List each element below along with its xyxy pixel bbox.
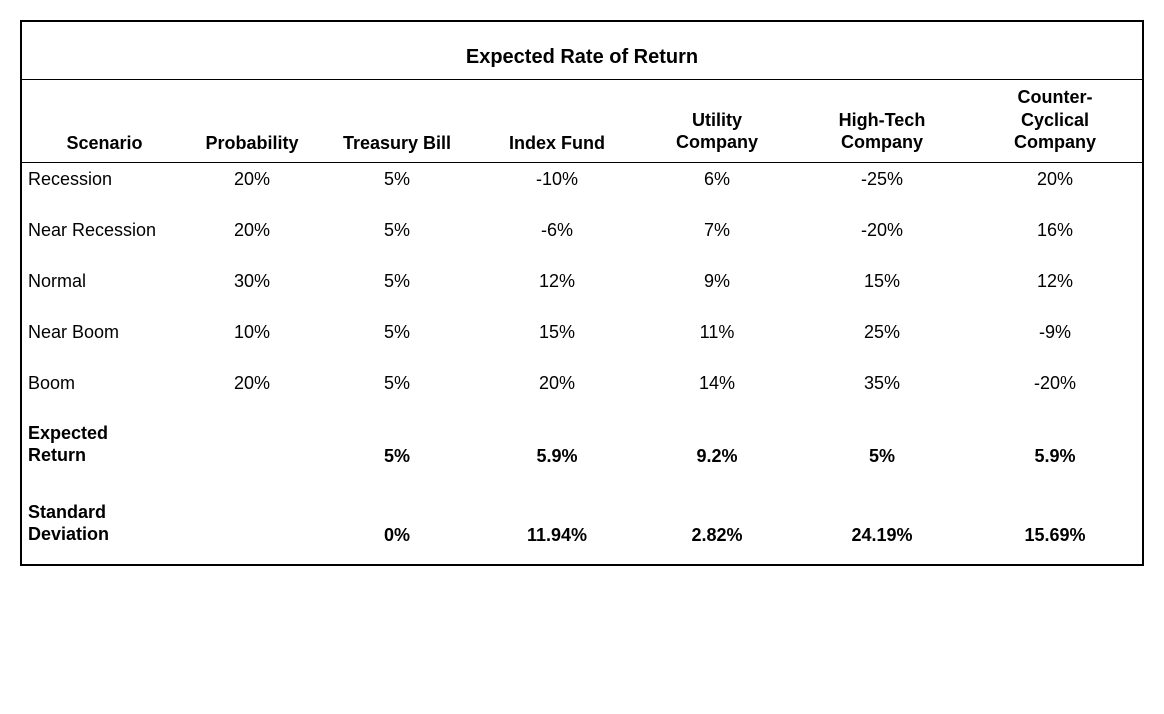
counter-cyclical-company-cell: 20% (967, 163, 1143, 214)
rate-of-return-table: Expected Rate of Return Scenario Probabi… (20, 20, 1144, 566)
probability-cell: 10% (187, 316, 317, 367)
treasury-bill-cell: 5% (317, 316, 477, 367)
col-header-utility-company: UtilityCompany (637, 103, 797, 163)
utility-company-cell: 6% (637, 163, 797, 214)
expected-return-treasury-bill: 5% (317, 442, 477, 497)
high-tech-company-cell: 35% (797, 367, 967, 418)
expected-return-index-fund: 5.9% (477, 442, 637, 497)
index-fund-cell: 15% (477, 316, 637, 367)
index-fund-cell: -10% (477, 163, 637, 214)
index-fund-cell: 20% (477, 367, 637, 418)
counter-cyclical-company-cell: 16% (967, 214, 1143, 265)
scenario-cell: Near Boom (22, 316, 187, 367)
expected-return-counter-cyclical-company: 5.9% (967, 442, 1143, 497)
high-tech-company-cell: 15% (797, 265, 967, 316)
scenario-cell: Recession (22, 163, 187, 214)
standard-deviation-utility-company: 2.82% (637, 521, 797, 564)
expected-return-high-tech-company: 5% (797, 442, 967, 497)
standard-deviation-counter-cyclical-company: 15.69% (967, 521, 1143, 564)
col-header-counter-cyclical-company: Counter-CyclicalCompany (967, 80, 1143, 163)
col-header-treasury-bill: Treasury Bill (317, 127, 477, 163)
utility-company-cell: 9% (637, 265, 797, 316)
high-tech-company-cell: -20% (797, 214, 967, 265)
standard-deviation-high-tech-company: 24.19% (797, 521, 967, 564)
scenario-cell: Boom (22, 367, 187, 418)
expected-return-probability (187, 418, 317, 497)
scenario-cell: Normal (22, 265, 187, 316)
probability-cell: 20% (187, 214, 317, 265)
probability-cell: 30% (187, 265, 317, 316)
standard-deviation-index-fund: 11.94% (477, 521, 637, 564)
treasury-bill-cell: 5% (317, 163, 477, 214)
utility-company-cell: 14% (637, 367, 797, 418)
expected-return-label: ExpectedReturn (22, 418, 187, 497)
counter-cyclical-company-cell: -20% (967, 367, 1143, 418)
table-grid: Scenario Probability Treasury Bill Index… (22, 80, 1142, 564)
probability-cell: 20% (187, 163, 317, 214)
utility-company-cell: 11% (637, 316, 797, 367)
counter-cyclical-company-cell: -9% (967, 316, 1143, 367)
treasury-bill-cell: 5% (317, 265, 477, 316)
counter-cyclical-company-cell: 12% (967, 265, 1143, 316)
treasury-bill-cell: 5% (317, 367, 477, 418)
scenario-cell: Near Recession (22, 214, 187, 265)
standard-deviation-probability (187, 497, 317, 564)
standard-deviation-treasury-bill: 0% (317, 521, 477, 564)
standard-deviation-label: StandardDeviation (22, 497, 187, 564)
probability-cell: 20% (187, 367, 317, 418)
col-header-scenario: Scenario (22, 127, 187, 163)
treasury-bill-cell: 5% (317, 214, 477, 265)
high-tech-company-cell: -25% (797, 163, 967, 214)
high-tech-company-cell: 25% (797, 316, 967, 367)
utility-company-cell: 7% (637, 214, 797, 265)
col-header-index-fund: Index Fund (477, 127, 637, 163)
table-title: Expected Rate of Return (22, 32, 1142, 80)
col-header-high-tech-company: High-TechCompany (797, 103, 967, 163)
index-fund-cell: -6% (477, 214, 637, 265)
expected-return-utility-company: 9.2% (637, 442, 797, 497)
index-fund-cell: 12% (477, 265, 637, 316)
col-header-probability: Probability (187, 127, 317, 163)
